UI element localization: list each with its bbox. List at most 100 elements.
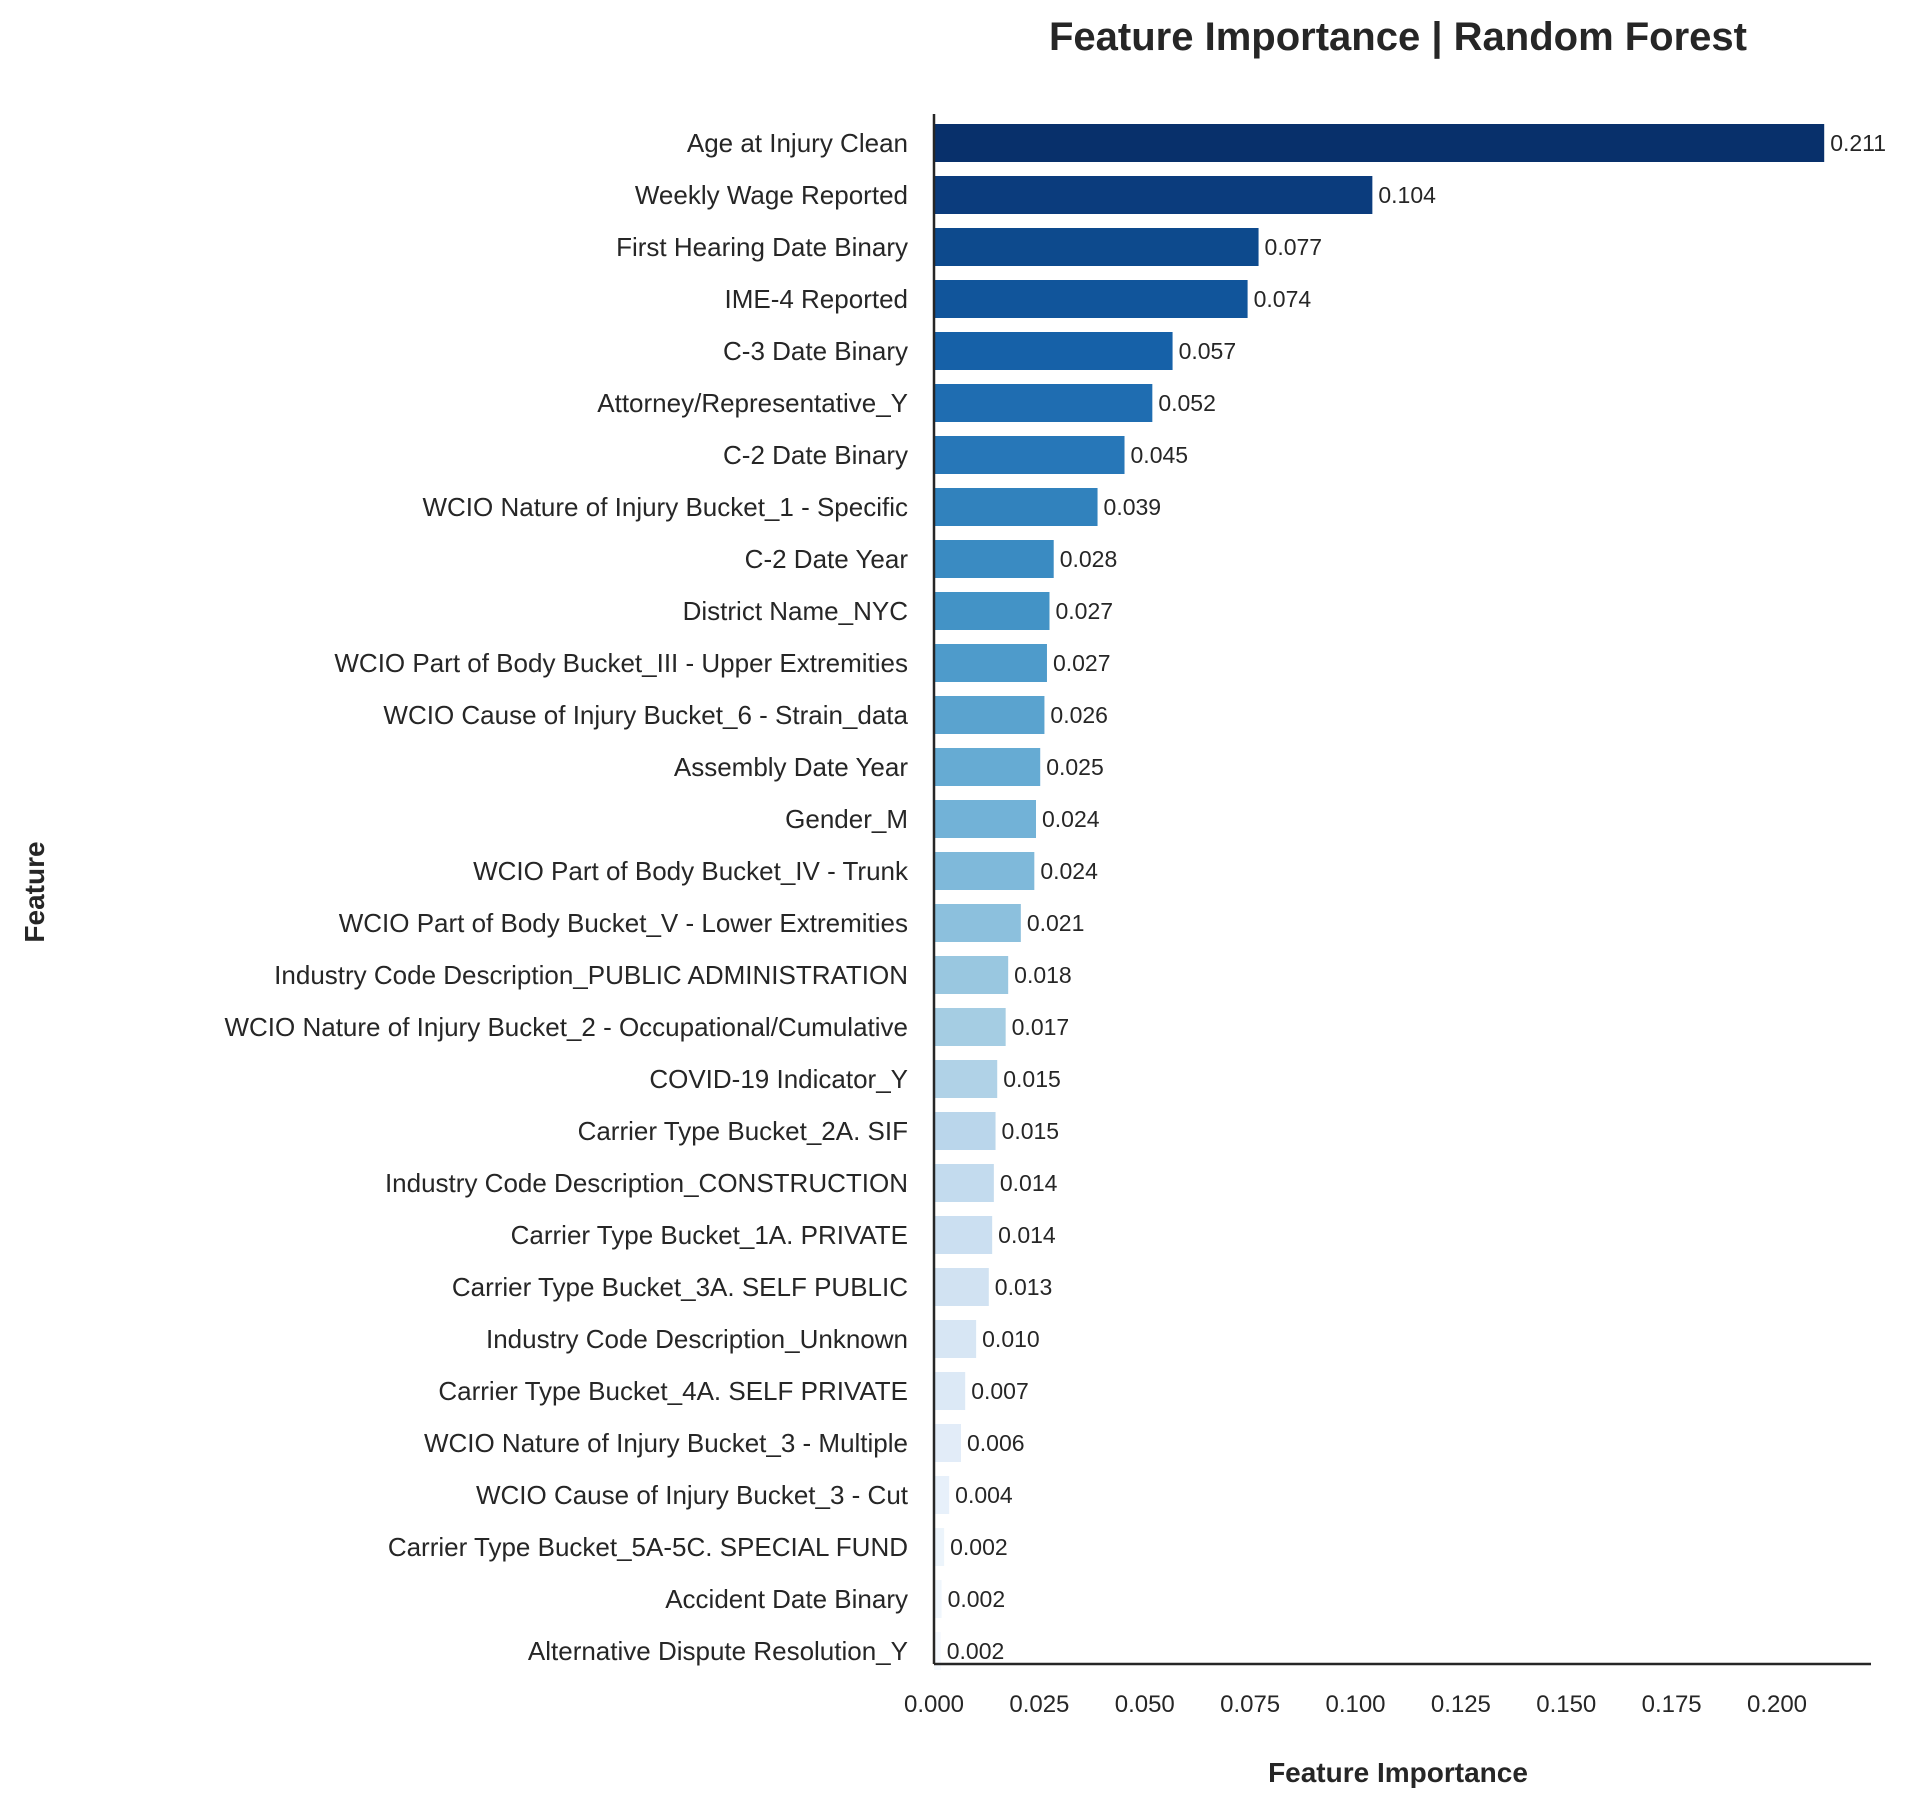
x-tick-label: 0.200: [1747, 1691, 1807, 1718]
value-label: 0.104: [1378, 182, 1436, 208]
category-label: COVID-19 Indicator_Y: [649, 1064, 908, 1094]
x-tick-label: 0.000: [904, 1691, 964, 1718]
value-label: 0.077: [1265, 234, 1323, 260]
category-label: C-2 Date Binary: [723, 440, 908, 470]
value-label: 0.002: [947, 1638, 1005, 1664]
y-axis-label: Feature: [19, 841, 50, 942]
value-label: 0.006: [967, 1430, 1025, 1456]
bar: [934, 904, 1021, 942]
category-label: District Name_NYC: [683, 596, 908, 626]
bar: [934, 644, 1047, 682]
bar: [934, 1164, 994, 1202]
chart-title: Feature Importance | Random Forest: [1049, 15, 1747, 59]
category-label: Carrier Type Bucket_5A-5C. SPECIAL FUND: [388, 1532, 908, 1562]
category-label: Accident Date Binary: [665, 1584, 908, 1614]
bar: [934, 1268, 989, 1306]
x-tick-label: 0.175: [1642, 1691, 1702, 1718]
value-label: 0.002: [948, 1586, 1006, 1612]
value-label: 0.024: [1042, 806, 1100, 832]
category-label: WCIO Nature of Injury Bucket_1 - Specifi…: [422, 492, 908, 522]
bars-group: [934, 124, 1825, 1670]
value-label: 0.015: [1003, 1066, 1061, 1092]
category-label: Carrier Type Bucket_3A. SELF PUBLIC: [452, 1272, 908, 1302]
value-label: 0.017: [1012, 1014, 1070, 1040]
value-label: 0.024: [1040, 858, 1098, 884]
value-label: 0.028: [1060, 546, 1118, 572]
bar: [934, 1320, 977, 1358]
category-label: C-2 Date Year: [745, 544, 909, 574]
bar: [934, 540, 1054, 578]
value-label: 0.052: [1158, 390, 1216, 416]
value-label: 0.007: [971, 1378, 1029, 1404]
category-label: Carrier Type Bucket_4A. SELF PRIVATE: [438, 1376, 908, 1406]
category-labels: Age at Injury Clean Weekly Wage Reported F…: [224, 128, 909, 1666]
x-tick-label: 0.025: [1009, 1691, 1069, 1718]
x-tick-label: 0.125: [1431, 1691, 1491, 1718]
bar: [934, 124, 1825, 162]
category-label: WCIO Part of Body Bucket_V - Lower Extre…: [339, 908, 908, 938]
bar: [934, 436, 1125, 474]
category-label: Age at Injury Clean: [687, 128, 908, 158]
category-label: Alternative Dispute Resolution_Y: [528, 1636, 908, 1666]
x-tick-label: 0.050: [1115, 1691, 1175, 1718]
bar: [934, 1528, 945, 1566]
bar: [934, 852, 1035, 890]
category-label: Assembly Date Year: [674, 752, 908, 782]
value-label: 0.025: [1046, 754, 1104, 780]
value-label: 0.027: [1053, 650, 1111, 676]
bar: [934, 696, 1045, 734]
x-tick-label: 0.075: [1220, 1691, 1280, 1718]
bar: [934, 592, 1050, 630]
bar: [934, 1008, 1006, 1046]
category-label: Carrier Type Bucket_2A. SIF: [578, 1116, 908, 1146]
value-label: 0.018: [1014, 962, 1072, 988]
category-label: Weekly Wage Reported: [635, 180, 908, 210]
value-label: 0.211: [1830, 130, 1886, 156]
bar: [934, 488, 1098, 526]
bar: [934, 332, 1173, 370]
value-label: 0.021: [1027, 910, 1085, 936]
bar: [934, 1424, 961, 1462]
value-label: 0.013: [995, 1274, 1053, 1300]
bar: [934, 1632, 941, 1670]
bar: [934, 1580, 942, 1618]
category-label: WCIO Part of Body Bucket_III - Upper Ext…: [334, 648, 908, 678]
category-label: Gender_M: [785, 804, 908, 834]
bar: [934, 956, 1009, 994]
category-label: Industry Code Description_PUBLIC ADMINIS…: [274, 960, 908, 990]
category-label: WCIO Cause of Injury Bucket_6 - Strain_d…: [383, 700, 908, 730]
x-tick-label: 0.100: [1325, 1691, 1385, 1718]
value-label: 0.057: [1179, 338, 1237, 364]
category-label: WCIO Part of Body Bucket_IV - Trunk: [473, 856, 909, 886]
value-label: 0.015: [1002, 1118, 1060, 1144]
bar: [934, 384, 1153, 422]
value-label: 0.045: [1131, 442, 1189, 468]
bar: [934, 1112, 996, 1150]
category-label: Industry Code Description_Unknown: [486, 1324, 908, 1354]
bar: [934, 176, 1373, 214]
category-label: WCIO Nature of Injury Bucket_3 - Multipl…: [424, 1428, 908, 1458]
category-label: WCIO Nature of Injury Bucket_2 - Occupat…: [224, 1012, 908, 1042]
category-label: IME-4 Reported: [724, 284, 908, 314]
value-label: 0.014: [1000, 1170, 1058, 1196]
bar: [934, 800, 1037, 838]
bar: [934, 748, 1041, 786]
value-label: 0.039: [1104, 494, 1162, 520]
bar: [934, 1476, 950, 1514]
value-label: 0.026: [1050, 702, 1108, 728]
bar: [934, 228, 1259, 266]
category-label: WCIO Cause of Injury Bucket_3 - Cut: [476, 1480, 909, 1510]
category-label: First Hearing Date Binary: [616, 232, 908, 262]
value-label: 0.004: [955, 1482, 1013, 1508]
bar: [934, 1216, 993, 1254]
value-label: 0.027: [1055, 598, 1113, 624]
x-axis-ticks: 0.000 0.025 0.050 0.075 0.100 0.125 0.150 0.175…: [904, 1691, 1807, 1718]
category-label: Attorney/Representative_Y: [597, 388, 908, 418]
category-label: C-3 Date Binary: [723, 336, 908, 366]
value-label: 0.010: [982, 1326, 1040, 1352]
bar: [934, 280, 1248, 318]
value-label: 0.002: [950, 1534, 1008, 1560]
x-axis-label: Feature Importance: [1268, 1757, 1528, 1788]
value-label: 0.074: [1254, 286, 1312, 312]
